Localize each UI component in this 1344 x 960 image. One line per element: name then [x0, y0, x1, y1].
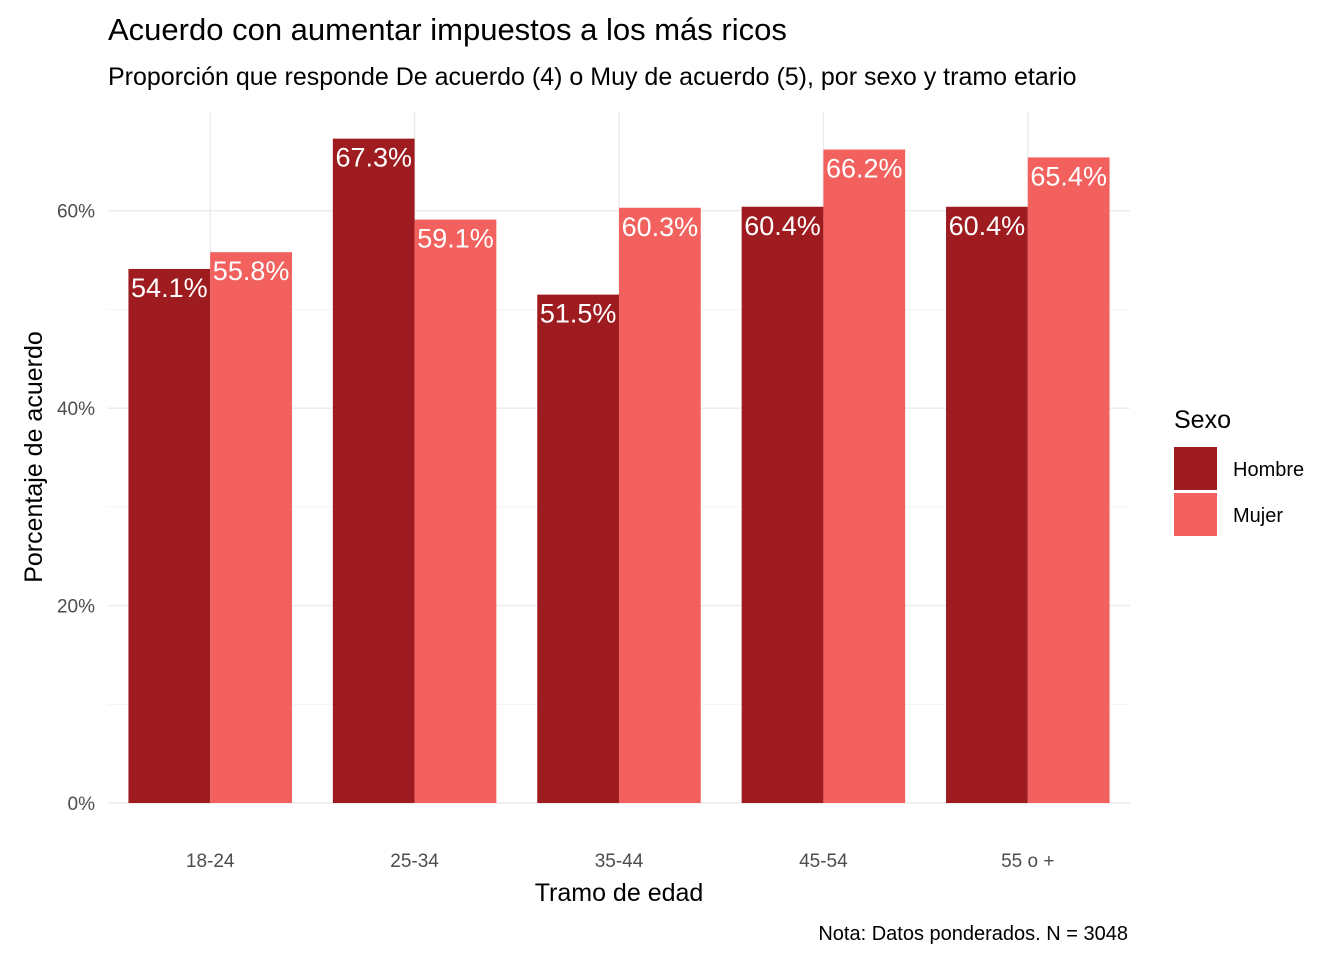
- bar-mujer: [414, 219, 497, 803]
- bar-value-label: 67.3%: [335, 143, 412, 173]
- x-tick-label: 35-44: [595, 851, 644, 872]
- bar-mujer: [210, 252, 292, 803]
- y-axis-title: Porcentaje de acuerdo: [20, 331, 48, 583]
- bar-hombre: [741, 206, 824, 803]
- legend-key-mujer: [1174, 493, 1217, 536]
- bar-mujer: [823, 149, 906, 804]
- bar-mujer: [619, 207, 701, 803]
- y-tick-label: 20%: [57, 597, 95, 618]
- bar-mujer: [1027, 157, 1110, 803]
- bar-labels: 54.1%55.8%67.3%59.1%51.5%60.3% 60.4%66.2%…: [131, 143, 1107, 329]
- bar-value-label: 59.1%: [417, 224, 494, 254]
- legend-label: Hombre: [1233, 459, 1304, 481]
- bar-value-label: 60.3%: [622, 212, 699, 242]
- legend-label: Mujer: [1233, 505, 1283, 527]
- x-tick-label: 18-24: [186, 851, 235, 872]
- bars: [128, 138, 1110, 804]
- bar-value-label: 65.4%: [1030, 161, 1107, 191]
- y-axis-ticks: 0% 20% 40% 60%: [57, 202, 95, 815]
- legend-key-hombre: [1174, 447, 1217, 490]
- bar-value-label: 54.1%: [131, 273, 208, 303]
- bar-hombre: [946, 206, 1028, 803]
- bar-value-label: 60.4%: [949, 211, 1026, 241]
- bar-hombre: [332, 138, 415, 804]
- y-tick-label: 60%: [57, 202, 95, 223]
- bar-value-label: 60.4%: [744, 211, 821, 241]
- bar-value-label: 55.8%: [213, 256, 290, 286]
- legend-title: Sexo: [1174, 406, 1231, 434]
- x-tick-label: 25-34: [390, 851, 439, 872]
- y-tick-label: 40%: [57, 399, 95, 420]
- chart-subtitle: Proporción que responde De acuerdo (4) o…: [108, 63, 1077, 91]
- y-tick-label: 0%: [68, 794, 96, 815]
- legend: Sexo Hombre Mujer: [1174, 406, 1304, 536]
- chart-title: Acuerdo con aumentar impuestos a los más…: [108, 12, 787, 47]
- x-tick-label: 55 o +: [1001, 851, 1054, 872]
- x-axis-ticks: 18-24 25-34 35-44 45-54 55 o +: [186, 851, 1055, 872]
- bar-value-label: 51.5%: [540, 299, 617, 329]
- x-axis-title: Tramo de edad: [535, 879, 704, 907]
- bar-hombre: [537, 294, 619, 803]
- chart-caption: Nota: Datos ponderados. N = 3048: [818, 923, 1128, 945]
- x-tick-label: 45-54: [799, 851, 848, 872]
- bar-value-label: 66.2%: [826, 154, 903, 184]
- bar-hombre: [128, 268, 211, 804]
